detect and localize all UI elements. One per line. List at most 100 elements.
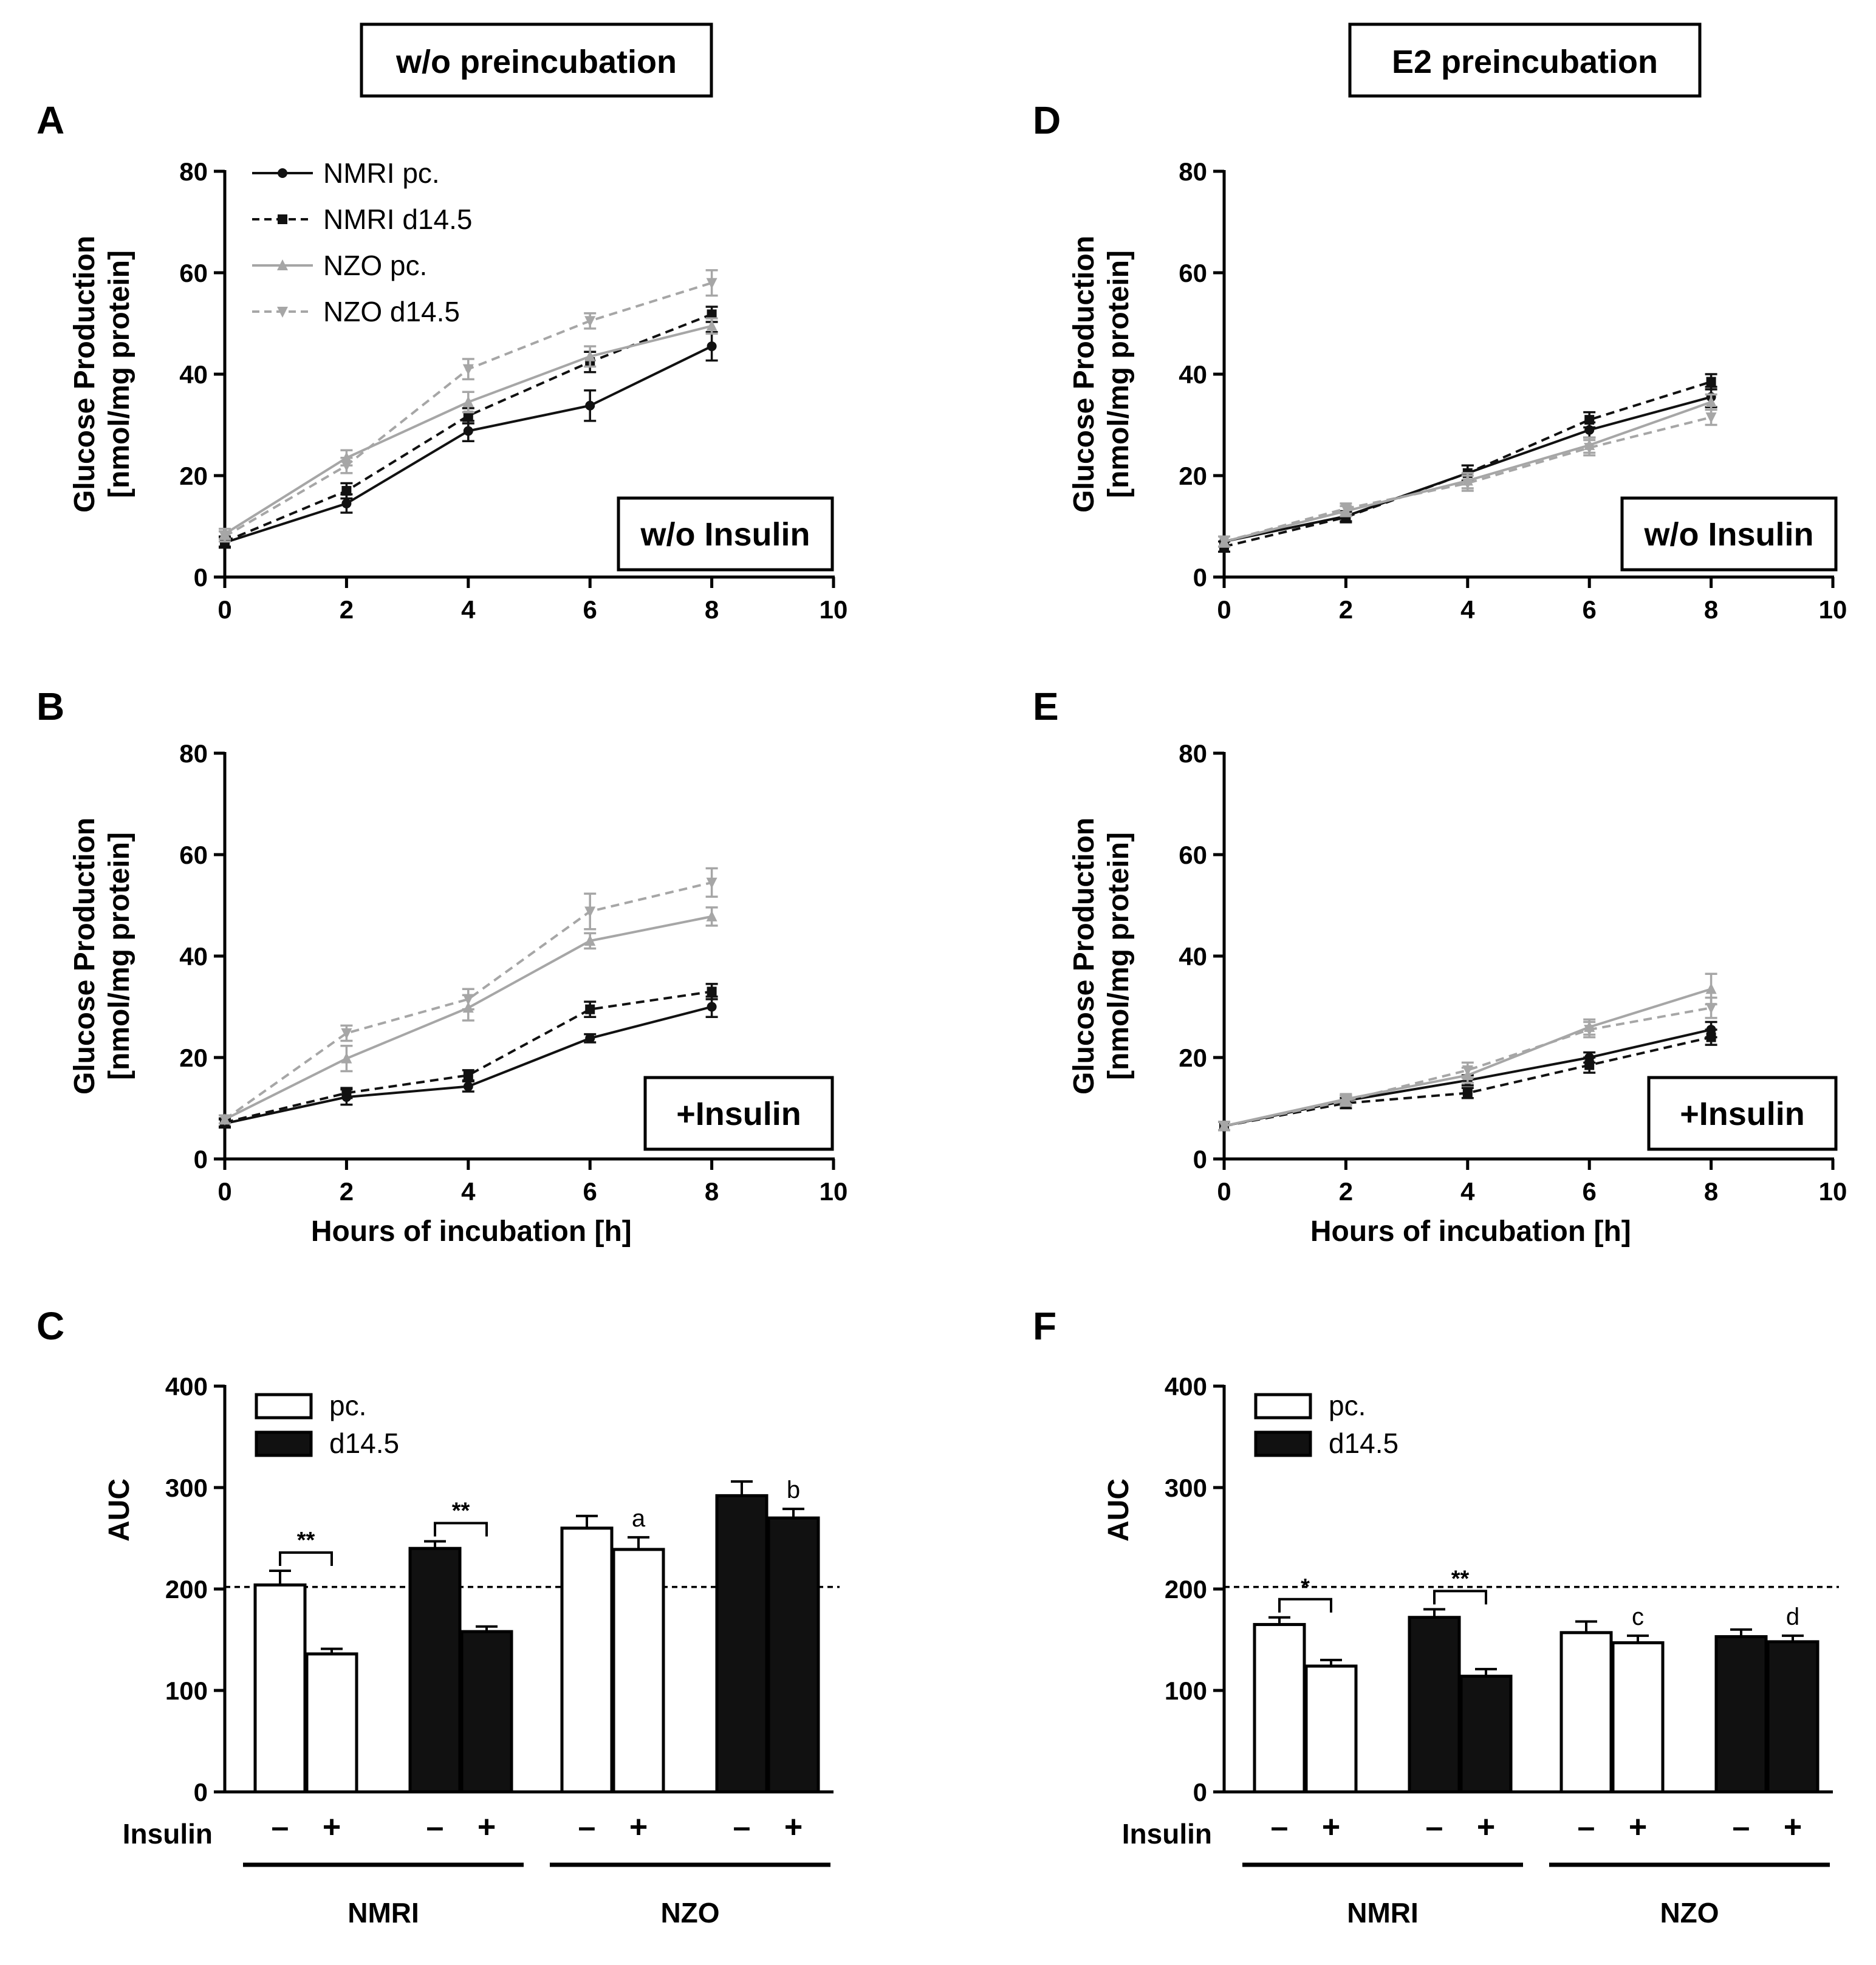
bar-legend: pc. d14.5	[1254, 1390, 1398, 1459]
y-tick-label: 60	[1179, 841, 1207, 869]
data-point	[706, 278, 717, 289]
y-tick-label: 40	[1179, 360, 1207, 389]
data-point	[1584, 1060, 1595, 1070]
insulin-tag-box	[1620, 496, 1838, 572]
annotation-letter: b	[787, 1477, 800, 1503]
annotation-letter: c	[1632, 1604, 1644, 1630]
legend-label: d14.5	[329, 1427, 399, 1459]
data-point	[584, 350, 596, 361]
x-tick-label: 4	[461, 1177, 476, 1206]
y-tick-label: 60	[179, 841, 208, 869]
significance-stars: *	[1301, 1574, 1310, 1600]
y-axis-label-line1: Glucose Production	[69, 818, 101, 1095]
bar	[715, 1494, 769, 1794]
insulin-tag-box	[643, 1076, 834, 1151]
legend-label: pc.	[329, 1390, 366, 1421]
panel-letter-c: C	[36, 1304, 64, 1348]
series-line	[1224, 988, 1712, 1127]
data-point	[462, 994, 474, 1005]
significance-stars: **	[297, 1528, 315, 1553]
data-point	[585, 1033, 595, 1044]
insulin-sign: –	[1271, 1810, 1289, 1845]
legend-marker	[278, 214, 287, 224]
section-title-left-text: w/o preincubation	[395, 44, 677, 80]
y-axis-label-line2: [nmol/mg protein]	[103, 832, 135, 1080]
legend-swatch	[255, 1393, 313, 1420]
x-tick-label: 2	[1339, 595, 1353, 624]
y-tick-label: 100	[1165, 1676, 1207, 1705]
annotation-letter: d	[1786, 1604, 1799, 1630]
series-line	[224, 881, 713, 1121]
y-tick-label: 20	[179, 1044, 208, 1072]
x-tick-label: 4	[1460, 595, 1475, 624]
legend-label: NMRI pc.	[323, 157, 440, 189]
y-axis-label: AUC	[103, 1478, 135, 1542]
x-tick-label: 6	[583, 1177, 597, 1206]
y-tick-label: 40	[1179, 942, 1207, 971]
y-tick-label: 0	[194, 1778, 208, 1806]
y-tick-label: 300	[165, 1474, 208, 1502]
x-tick-label: 2	[1339, 1177, 1353, 1206]
bar	[1459, 1675, 1513, 1794]
x-axis-label: Hours of incubation [h]	[1310, 1215, 1631, 1248]
bar	[1408, 1616, 1461, 1794]
legend-marker	[278, 168, 287, 178]
significance-bracket	[434, 1522, 488, 1537]
data-point	[707, 341, 717, 352]
x-tick-label: 2	[340, 1177, 354, 1206]
insulin-tag-box	[617, 496, 834, 572]
x-tick-label: 10	[1819, 1177, 1847, 1206]
insulin-tag-text: w/o Insulin	[640, 516, 810, 553]
series-nzo-d14-5	[1218, 996, 1717, 1132]
data-point	[1219, 536, 1230, 548]
y-axis-label-line1: Glucose Production	[69, 236, 101, 513]
insulin-sign: –	[272, 1810, 289, 1845]
y-axis-label-line2: [nmol/mg protein]	[1103, 250, 1135, 498]
data-point	[462, 364, 474, 375]
legend-label: NZO pc.	[323, 250, 427, 281]
group-label: NZO	[1660, 1897, 1719, 1929]
insulin-sign: +	[1477, 1810, 1495, 1845]
series-nmri-d14-5	[1218, 1028, 1717, 1132]
y-axis-label-line2: [nmol/mg protein]	[103, 250, 135, 498]
x-tick-label: 0	[1217, 595, 1231, 624]
significance-bracket	[279, 1551, 333, 1566]
section-title-right-text: E2 preincubation	[1392, 44, 1658, 80]
x-tick-label: 6	[1583, 1177, 1597, 1206]
y-tick-label: 20	[1179, 462, 1207, 490]
data-point	[1340, 504, 1352, 515]
bar	[1253, 1622, 1306, 1794]
data-point	[1584, 443, 1595, 454]
insulin-sign: +	[323, 1810, 341, 1845]
y-tick-label: 60	[1179, 259, 1207, 287]
data-point	[1706, 377, 1716, 387]
y-tick-label: 0	[1193, 1778, 1207, 1806]
x-tick-label: 0	[1217, 1177, 1231, 1206]
insulin-sign: –	[426, 1810, 444, 1845]
data-point	[341, 460, 352, 472]
data-point	[706, 320, 717, 331]
series-nzo-d14-5	[1218, 408, 1717, 548]
y-tick-label: 80	[179, 157, 208, 186]
group-label: NMRI	[1347, 1897, 1419, 1929]
significance-stars: **	[1451, 1566, 1470, 1591]
legend-label: NZO d14.5	[323, 296, 460, 327]
insulin-sign: –	[1578, 1810, 1595, 1845]
data-point	[341, 1028, 352, 1039]
y-tick-label: 80	[1179, 739, 1207, 768]
insulin-tag-text: +Insulin	[1680, 1096, 1805, 1132]
x-tick-label: 4	[461, 595, 476, 624]
data-point	[585, 400, 595, 411]
y-axis-label-line1: Glucose Production	[1068, 236, 1100, 513]
legend-label: pc.	[1329, 1390, 1366, 1421]
legend-swatch	[1254, 1393, 1312, 1420]
bar	[612, 1548, 665, 1794]
legend-marker	[277, 307, 288, 318]
data-point	[341, 1088, 352, 1098]
x-tick-label: 4	[1460, 1177, 1475, 1206]
data-point	[1462, 1065, 1473, 1076]
bar	[1559, 1631, 1613, 1794]
data-point	[1706, 1032, 1716, 1042]
